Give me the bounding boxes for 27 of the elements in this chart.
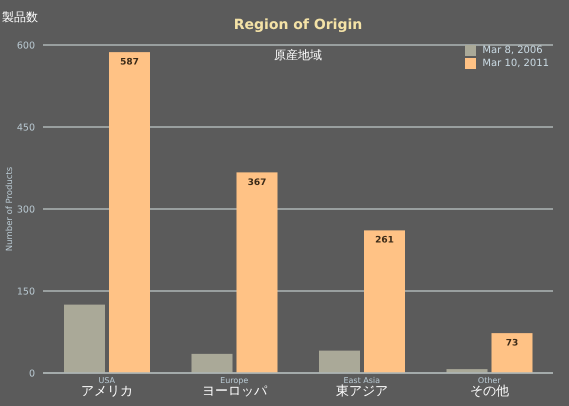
y-tick-label: 300 [16, 204, 35, 216]
y-tick-label: 150 [16, 286, 35, 298]
y-axis-title: Number of Products [5, 166, 15, 252]
chart-title: Region of Origin [232, 17, 364, 33]
legend-label: Mar 10, 2011 [482, 58, 549, 69]
bar [364, 230, 405, 373]
y-tick-label: 600 [16, 40, 35, 52]
bar [319, 350, 360, 373]
data-label: 367 [248, 178, 266, 188]
legend-label: Mar 8, 2006 [482, 45, 543, 56]
data-label: 261 [375, 236, 394, 246]
bar [64, 304, 105, 373]
chart-subtitle: 原産地域 [274, 48, 322, 62]
x-tick-label: Europe ヨーロッパ [202, 376, 268, 399]
x-tick-label: Other その他 [470, 376, 509, 399]
y-tick-label: 450 [16, 122, 35, 134]
text: 製品数 [2, 9, 38, 26]
data-label: 73 [506, 338, 518, 348]
bar [446, 369, 488, 373]
bar [492, 333, 532, 373]
x-tick-label: East Asia 東アジア [336, 376, 388, 399]
bar [236, 172, 278, 373]
data-label: 587 [120, 57, 139, 68]
x-tick-label: USA アメリカ [80, 376, 133, 399]
bar [109, 52, 150, 373]
y-tick-label: 0 [28, 368, 35, 380]
bar [192, 354, 232, 373]
